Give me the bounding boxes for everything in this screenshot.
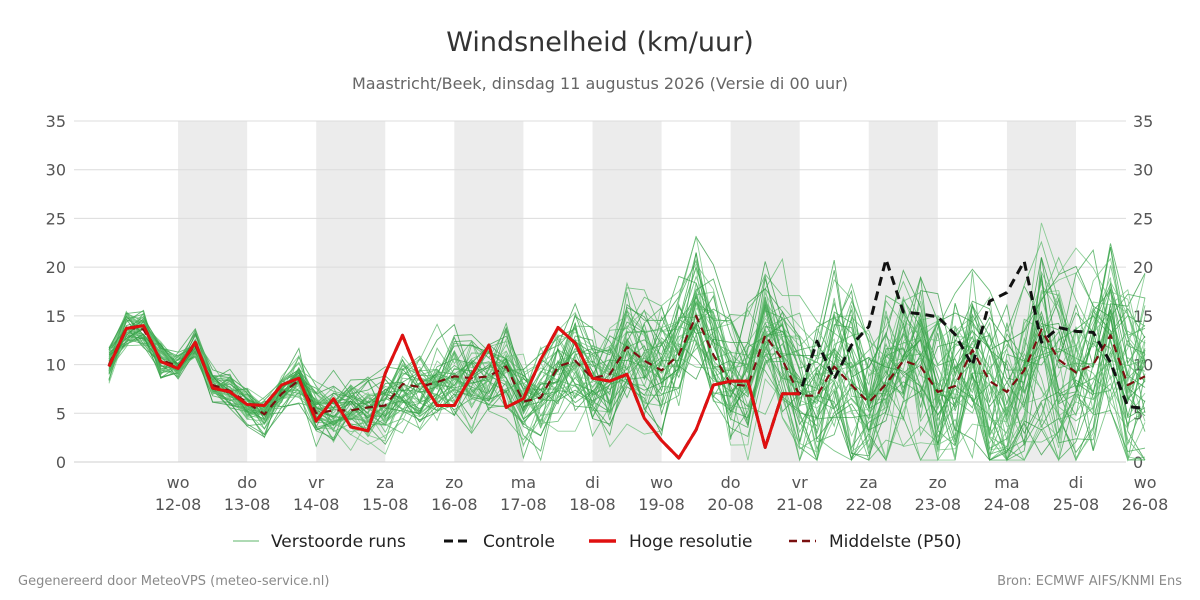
x-tick-date-12-08: 12-08 [155,495,202,514]
y-tick-left-35: 35 [46,112,66,131]
ensemble-run-24 [108,235,1146,461]
ensemble-run-45 [108,249,1146,461]
x-tick-day-14-08: vr [308,473,324,492]
x-tick-day-24-08: ma [994,473,1019,492]
x-tick-date-21-08: 21-08 [776,495,823,514]
ensemble-run-22 [108,292,1146,462]
x-tick-day-12-08: wo [167,473,190,492]
x-tick-day-19-08: wo [650,473,673,492]
x-tick-date-19-08: 19-08 [638,495,685,514]
y-tick-right-35: 35 [1133,112,1153,131]
legend-label-control: Controle [483,532,555,552]
x-tick-day-23-08: zo [929,473,947,492]
x-tick-day-20-08: do [721,473,741,492]
x-tick-day-21-08: vr [792,473,808,492]
x-tick-date-26-08: 26-08 [1122,495,1169,514]
y-tick-right-20: 20 [1133,258,1153,277]
chart-subtitle: Maastricht/Beek, dinsdag 11 augustus 202… [352,74,848,93]
legend-label-high-resolution: Hoge resolutie [629,532,753,552]
ensemble-run-25 [108,247,1146,460]
legend-label-median: Middelste (P50) [829,532,962,552]
y-tick-right-30: 30 [1133,161,1153,180]
legend-item-control: Controle [444,532,555,552]
horizontal-gridlines [74,120,1126,463]
ensemble-run-41 [108,268,1146,451]
median-series-line [108,314,1146,416]
y-tick-left-15: 15 [46,307,66,326]
x-tick-day-22-08: za [860,473,878,492]
legend-label-perturbed: Verstoorde runs [271,532,406,552]
main-series-lines [107,257,1146,460]
chart-title: Windsnelheid (km/uur) [446,27,754,58]
x-tick-day-15-08: za [376,473,394,492]
x-tick-day-18-08: di [585,473,600,492]
shade-band-18-08 [592,121,662,462]
legend: Verstoorde runs Controle Hoge resolutie … [233,532,962,552]
y-tick-right-15: 15 [1133,307,1153,326]
x-tick-day-26-08: wo [1134,473,1157,492]
ensemble-run-43 [108,252,1146,461]
x-tick-date-16-08: 16-08 [431,495,478,514]
ensemble-run-40 [108,263,1146,453]
x-tick-date-23-08: 23-08 [915,495,962,514]
x-tick-date-17-08: 17-08 [500,495,547,514]
y-tick-left-25: 25 [46,209,66,228]
x-tick-date-20-08: 20-08 [707,495,754,514]
x-tick-date-18-08: 18-08 [569,495,616,514]
footer-generated-by: Gegenereerd door MeteoVPS (meteo-service… [18,574,329,589]
y-tick-left-30: 30 [46,161,66,180]
y-tick-right-25: 25 [1133,209,1153,228]
x-tick-date-15-08: 15-08 [362,495,409,514]
ensemble-run-31 [108,272,1146,443]
footer-source: Bron: ECMWF AIFS/KNMI Ens [997,574,1182,589]
y-tick-left-20: 20 [46,258,66,277]
x-tick-day-13-08: do [237,473,257,492]
legend-item-perturbed: Verstoorde runs [233,532,406,552]
y-tick-left-10: 10 [46,356,66,375]
x-tick-date-22-08: 22-08 [846,495,893,514]
legend-item-high-resolution: Hoge resolutie [589,532,753,552]
x-tick-date-25-08: 25-08 [1053,495,1100,514]
y-tick-right-0: 0 [1133,453,1143,472]
x-tick-date-14-08: 14-08 [293,495,340,514]
y-axis-left-ticks: 0 5 10 15 20 25 30 35 [46,112,66,472]
legend-item-median: Middelste (P50) [789,532,962,552]
x-tick-day-17-08: ma [511,473,536,492]
y-tick-left-0: 0 [56,453,66,472]
x-axis-day-ticks: wo 12-08 do 13-08 vr 14-08 za 15-08 zo 16-08 ma 17-… [155,473,1168,514]
y-tick-left-5: 5 [56,404,66,423]
x-tick-date-13-08: 13-08 [224,495,271,514]
x-tick-day-25-08: di [1069,473,1084,492]
ensemble-run-50 [108,271,1146,442]
high-resolution-series-line [107,324,800,460]
x-tick-day-16-08: zo [445,473,463,492]
x-tick-date-24-08: 24-08 [984,495,1031,514]
